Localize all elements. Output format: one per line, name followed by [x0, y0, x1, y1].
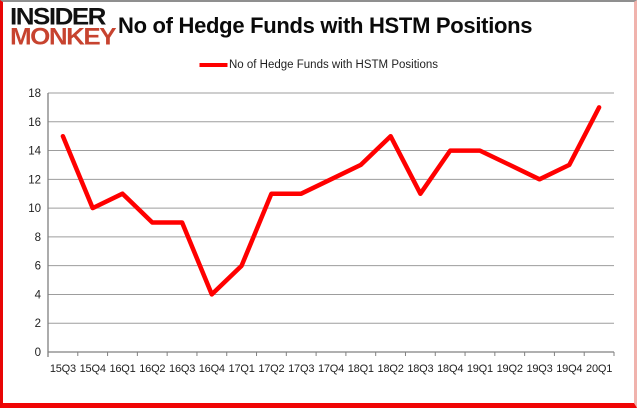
y-axis-label: 14	[28, 146, 41, 158]
x-axis-label: 15Q4	[80, 363, 106, 375]
x-axis-label: 17Q2	[258, 363, 284, 375]
x-axis-label: 19Q4	[556, 363, 582, 375]
x-axis-label: 17Q3	[288, 363, 314, 375]
x-axis-label: 16Q2	[139, 363, 165, 375]
chart-title: No of Hedge Funds with HSTM Positions	[118, 13, 533, 38]
y-axis-label: 18	[28, 88, 41, 100]
y-axis-label: 6	[35, 261, 41, 273]
x-axis-label: 17Q4	[318, 363, 344, 375]
line-chart-area: 0 2 4 6 8 10 12 14 16 18 15Q3 15Q4 16Q1 16Q2 16Q3 16Q4 1…	[3, 2, 634, 403]
x-axis-label: 16Q3	[169, 363, 195, 375]
y-axis-label: 2	[35, 318, 41, 330]
x-axis-label: 19Q2	[497, 363, 523, 375]
insider-monkey-logo: INSIDER MONKEY	[10, 2, 117, 50]
y-axis-label: 4	[35, 289, 42, 301]
x-axis-label: 17Q1	[229, 363, 255, 375]
logo-line-monkey: MONKEY	[10, 22, 117, 50]
y-axis-label: 8	[35, 232, 41, 244]
data-line	[60, 105, 602, 297]
x-axis-label: 19Q1	[467, 363, 493, 375]
x-axis-label: 16Q1	[109, 363, 135, 375]
logo-line-insider: INSIDER	[10, 2, 106, 31]
x-axis-label: 18Q3	[407, 363, 433, 375]
x-axis-label: 16Q4	[199, 363, 225, 375]
x-axis-label: 15Q3	[50, 363, 76, 375]
x-axis-label: 18Q1	[348, 363, 374, 375]
y-axis-label: 0	[35, 347, 41, 359]
legend: No of Hedge Funds with HSTM Positions	[198, 59, 439, 71]
x-axis-label: 18Q2	[378, 363, 404, 375]
line-chart-svg: 0 2 4 6 8 10 12 14 16 18 15Q3 15Q4 16Q1 16Q2 16Q3 16Q4 1…	[28, 88, 615, 375]
y-axis-label: 12	[28, 174, 41, 186]
legend-label: No of Hedge Funds with HSTM Positions	[228, 59, 439, 71]
x-axis-label: 18Q4	[437, 363, 463, 375]
x-axis-label: 20Q1	[586, 363, 612, 375]
y-axis-label: 10	[28, 203, 41, 215]
legend-line-swatch	[198, 63, 227, 67]
x-axis-label: 19Q3	[526, 363, 552, 375]
y-axis-label: 16	[28, 117, 41, 129]
